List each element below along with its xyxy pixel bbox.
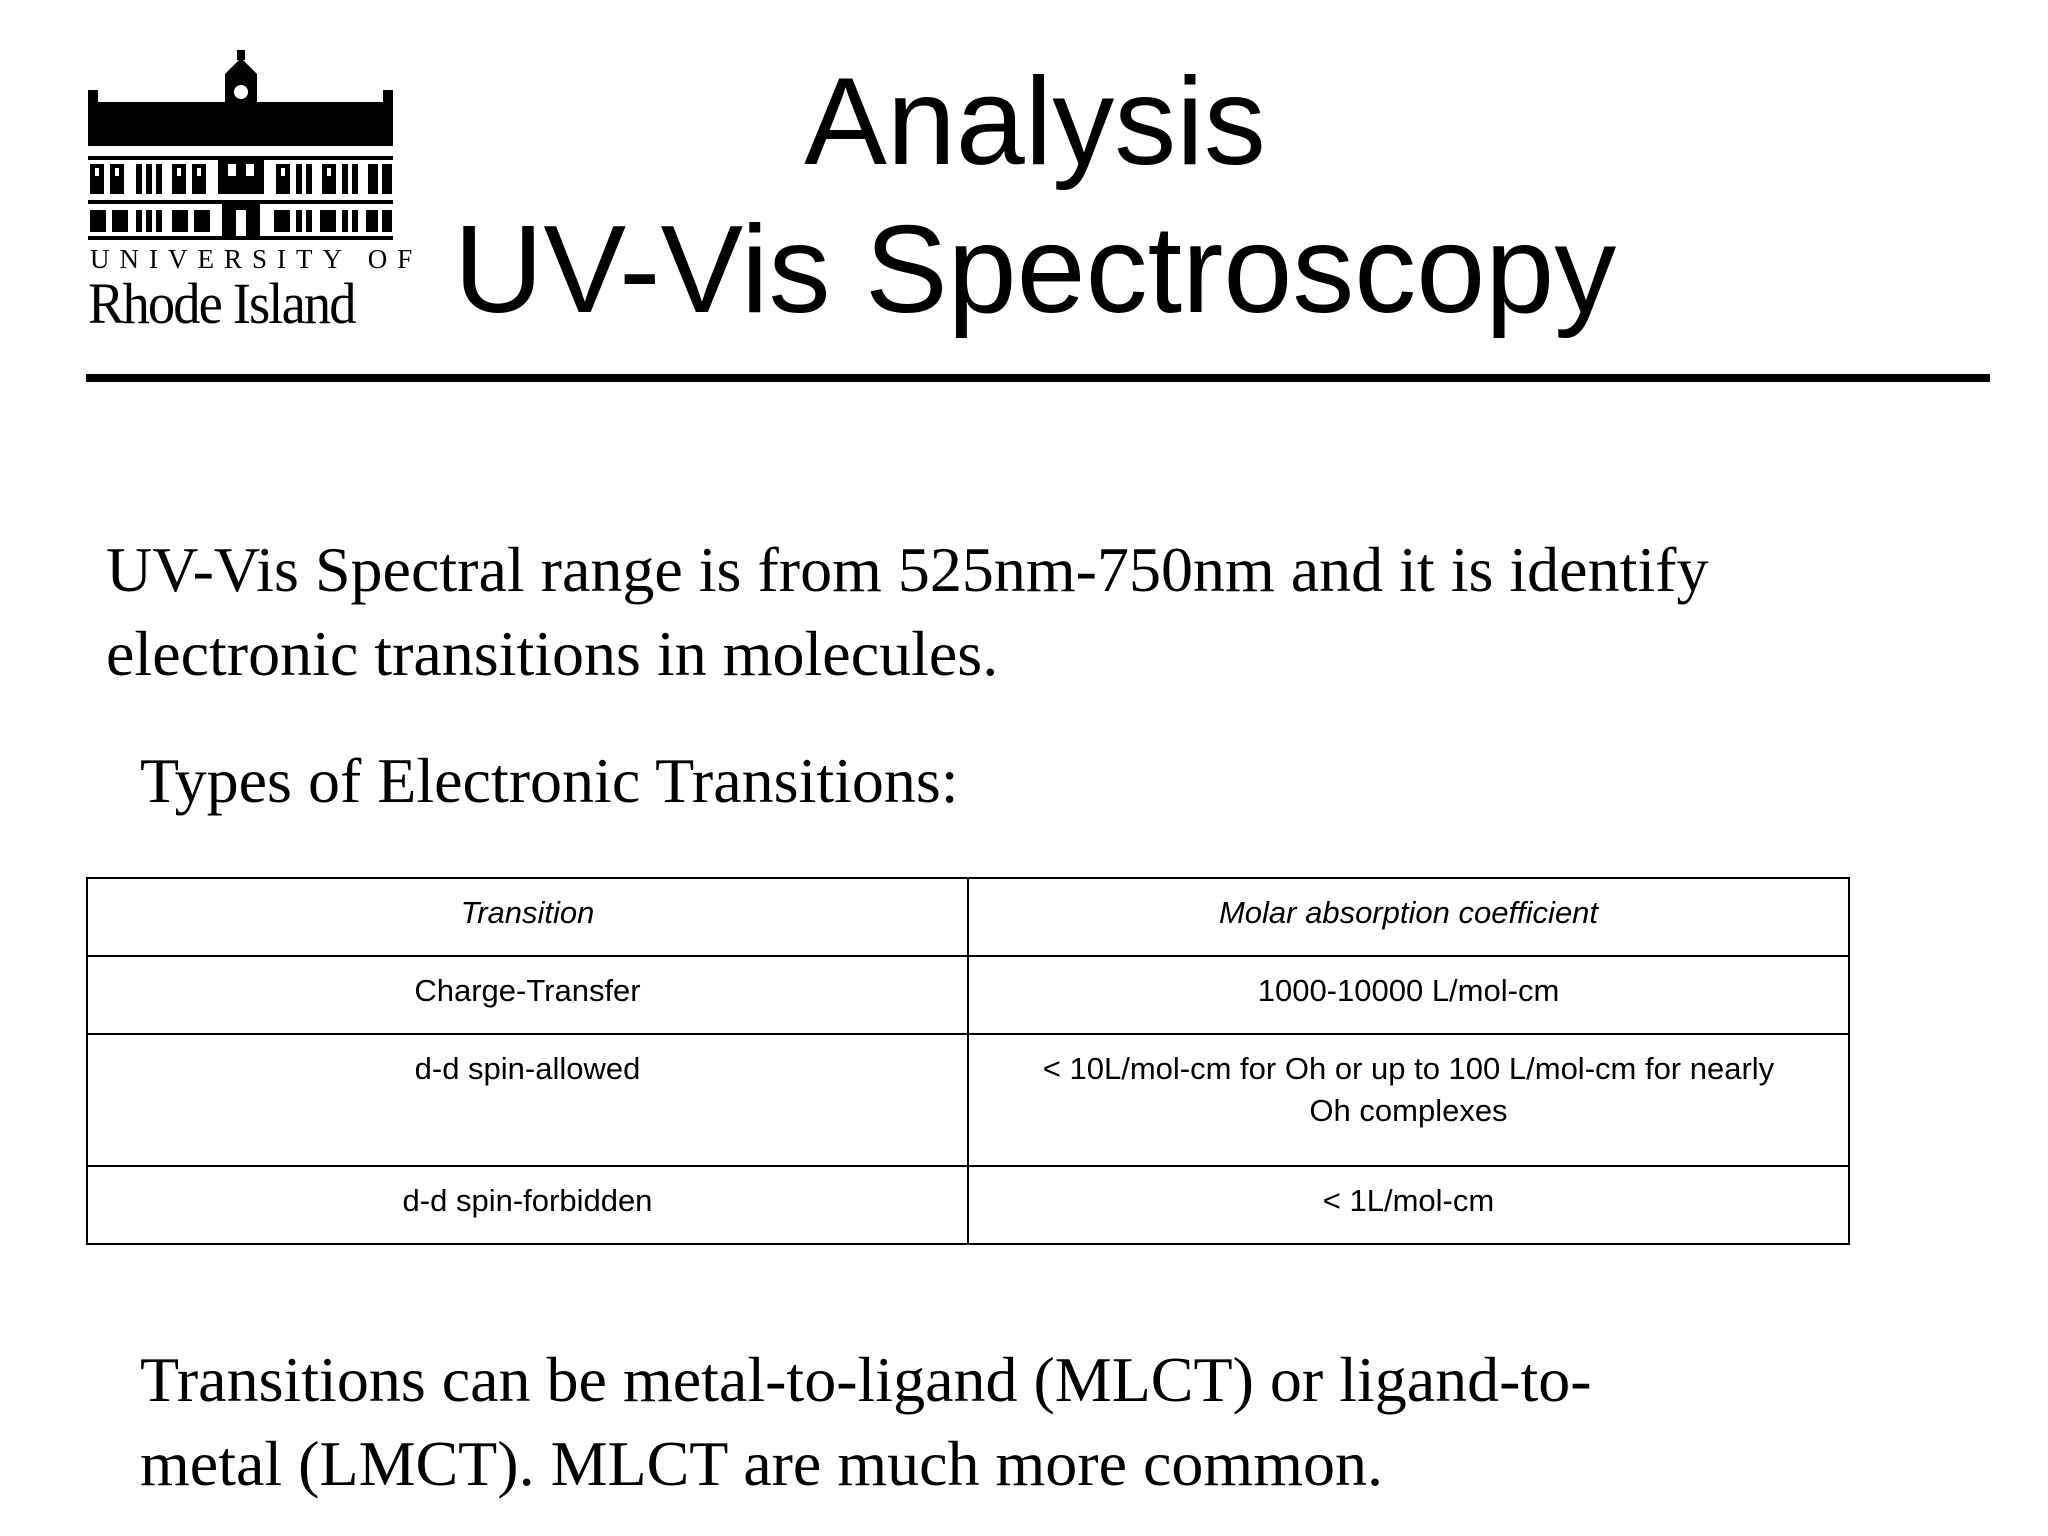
cell-coefficient: 1000-10000 L/mol-cm — [967, 955, 1850, 1035]
cell-transition: d-d spin-allowed — [86, 1033, 969, 1167]
university-logo: UNIVERSITY OF Rhode Island — [88, 50, 423, 334]
logo-university-of: UNIVERSITY OF — [90, 244, 423, 274]
table-header-row: Transition Molar absorption coefficient — [86, 877, 1850, 957]
transitions-table: Transition Molar absorption coefficient … — [86, 877, 1850, 1245]
table-row: Charge-Transfer 1000-10000 L/mol-cm — [86, 955, 1850, 1035]
cell-transition: Charge-Transfer — [86, 955, 969, 1035]
table-row: d-d spin-forbidden < 1L/mol-cm — [86, 1165, 1850, 1245]
types-heading: Types of Electronic Transitions: — [140, 745, 959, 816]
cell-coefficient: < 10L/mol-cm for Oh or up to 100 L/mol-c… — [967, 1033, 1850, 1167]
intro-paragraph: UV-Vis Spectral range is from 525nm-750n… — [106, 528, 1708, 696]
cell-coefficient-line-2: Oh complexes — [1309, 1093, 1508, 1128]
intro-line-2: electronic transitions in molecules. — [106, 618, 999, 689]
slide-title-line1: Analysis — [804, 53, 1266, 191]
closing-line-1: Transitions can be metal-to-ligand (MLCT… — [140, 1344, 1592, 1415]
slide-title-line2: UV-Vis Spectroscopy — [453, 201, 1617, 339]
logo-rhode-island: Rhode Island — [88, 271, 357, 336]
cell-coefficient-line-1: < 10L/mol-cm for Oh or up to 100 L/mol-c… — [1042, 1051, 1775, 1086]
header-molar-absorption: Molar absorption coefficient — [967, 877, 1850, 957]
intro-line-1: UV-Vis Spectral range is from 525nm-750n… — [106, 534, 1709, 605]
table-row: d-d spin-allowed < 10L/mol-cm for Oh or … — [86, 1033, 1850, 1167]
header-transition: Transition — [86, 877, 969, 957]
cell-transition: d-d spin-forbidden — [86, 1165, 969, 1245]
closing-paragraph: Transitions can be metal-to-ligand (MLCT… — [140, 1338, 1592, 1506]
cell-coefficient: < 1L/mol-cm — [967, 1165, 1850, 1245]
title-divider — [86, 374, 1990, 382]
university-building-icon — [88, 50, 393, 240]
closing-line-2: metal (LMCT). MLCT are much more common. — [140, 1428, 1383, 1499]
